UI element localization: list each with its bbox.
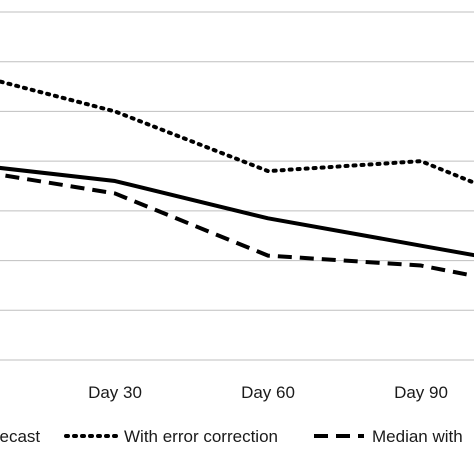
- series-lines: [0, 79, 474, 278]
- x-tick-label: Day 90: [394, 383, 448, 402]
- legend-label-with-error-correction: With error correction: [124, 427, 278, 446]
- legend: Forecast With error correction Median wi…: [0, 427, 463, 446]
- legend-label-forecast: Forecast: [0, 427, 40, 446]
- x-tick-label: Day 60: [241, 383, 295, 402]
- series-line-with-error-correction: [0, 79, 474, 185]
- x-tick-labels: Day 30 Day 60 Day 90: [88, 383, 448, 402]
- series-line-forecast: [0, 165, 474, 258]
- x-tick-label: Day 30: [88, 383, 142, 402]
- series-line-median-with: [0, 172, 474, 278]
- legend-label-median: Median with: [372, 427, 463, 446]
